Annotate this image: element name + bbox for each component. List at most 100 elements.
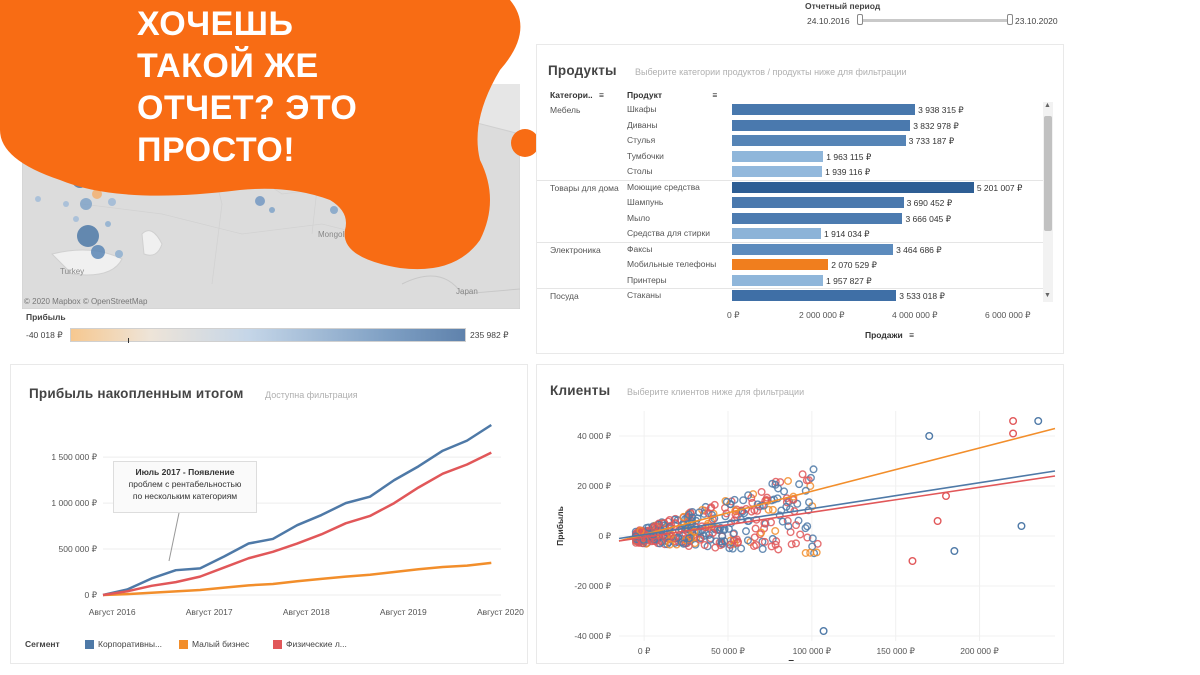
sort-icon[interactable]: ≡ [909, 330, 915, 340]
category-label[interactable]: Посуда [550, 291, 579, 301]
map-bubble [77, 225, 99, 247]
client-point [793, 499, 802, 508]
product-bar[interactable] [732, 259, 829, 270]
product-label[interactable]: Мобильные телефоны [627, 259, 717, 269]
client-point [809, 465, 818, 474]
x-tick-label: Август 2017 [186, 607, 233, 617]
map-bubble [108, 198, 116, 206]
scroll-thumb[interactable] [1044, 116, 1052, 231]
period-filter: Отчетный период 24.10.2016 23.10.2020 [805, 0, 1075, 32]
product-bar[interactable] [732, 135, 906, 146]
product-label[interactable]: Средства для стирки [627, 228, 710, 238]
category-separator [537, 288, 1043, 289]
product-label[interactable]: Шампунь [627, 197, 664, 207]
map-bubble [255, 196, 265, 206]
product-label[interactable]: Столы [627, 166, 653, 176]
col-category-header[interactable]: Категори.. ≡ [550, 90, 604, 100]
scroll-down-icon[interactable]: ▼ [1044, 292, 1051, 299]
product-bar[interactable] [732, 119, 911, 131]
series-line [102, 451, 492, 597]
client-point [729, 529, 738, 538]
product-label[interactable]: Моющие средства [627, 181, 700, 192]
product-label[interactable]: Стулья [627, 135, 656, 145]
annotation-box: Июль 2017 - Появление проблем с рентабел… [113, 461, 257, 513]
client-point [742, 527, 751, 536]
series-line [102, 423, 492, 597]
client-point [655, 539, 664, 548]
scroll-up-icon[interactable]: ▲ [1044, 102, 1051, 109]
category-label[interactable]: Электроника [550, 244, 601, 255]
y-tick-label: -40 000 ₽ [574, 631, 611, 641]
product-label[interactable]: Мыло [627, 212, 650, 223]
products-scrollbar[interactable]: ▲ ▼ [1043, 102, 1053, 302]
x-tick-label: Август 2019 [380, 607, 427, 617]
category-label[interactable]: Товары для дома [550, 182, 619, 193]
product-bar[interactable] [732, 104, 916, 115]
client-point [798, 470, 807, 479]
x-tick-label: 0 ₽ [638, 646, 651, 656]
product-bar[interactable] [732, 197, 904, 208]
client-point [724, 524, 733, 533]
product-value-label: 3 733 187 ₽ [908, 136, 955, 146]
product-label[interactable]: Шкафы [627, 104, 657, 114]
promo-line-1: ХОЧЕШЬ [137, 5, 294, 43]
product-label[interactable]: Диваны [627, 119, 658, 130]
product-bar[interactable] [732, 290, 897, 301]
client-point [796, 530, 805, 539]
product-value-label: 3 938 315 ₽ [918, 105, 964, 115]
period-handle-end[interactable] [1007, 14, 1013, 25]
segment-legend: Сегмент Корпоративны... Малый бизнес Физ… [25, 639, 505, 653]
client-point [784, 522, 793, 531]
annotation-line-1: Июль 2017 - Появление [135, 467, 235, 477]
category-label[interactable]: Мебель [550, 105, 581, 115]
client-point [744, 491, 753, 500]
client-point [733, 538, 742, 547]
product-label[interactable]: Стаканы [627, 290, 662, 300]
client-point [782, 502, 791, 511]
client-point [738, 507, 747, 516]
client-point [726, 540, 735, 549]
legend-title: Сегмент [25, 639, 60, 649]
legend-swatch-individuals[interactable] [273, 640, 282, 649]
product-value-label: 1 963 115 ₽ [826, 151, 872, 162]
legend-swatch-corporate[interactable] [85, 640, 94, 649]
map-bubble [63, 201, 69, 207]
client-point [760, 537, 769, 546]
clients-chart[interactable]: 40 000 ₽ 20 000 ₽ 0 ₽ -20 000 ₽ -40 000 ₽ 0 ₽… [537, 401, 1065, 661]
period-handle-start[interactable] [857, 14, 863, 25]
sort-icon[interactable]: ≡ [599, 90, 605, 100]
legend-label-corporate[interactable]: Корпоративны... [98, 639, 163, 649]
promo-line-3: ОТЧЕТ? ЭТО [137, 89, 358, 127]
product-bar[interactable] [732, 181, 974, 193]
client-point [764, 505, 773, 514]
legend-swatch-small-business[interactable] [179, 640, 188, 649]
map-legend-zero-marker [128, 338, 129, 343]
product-bar[interactable] [732, 166, 823, 177]
product-bar[interactable] [732, 243, 894, 255]
y-tick-label: 500 000 ₽ [59, 544, 98, 554]
product-bar[interactable] [732, 212, 903, 224]
client-point [695, 508, 704, 517]
legend-label-individuals[interactable]: Физические л... [286, 639, 347, 649]
series-line [102, 561, 492, 597]
product-label[interactable]: Тумбочки [627, 150, 664, 161]
client-point [773, 494, 782, 503]
product-label[interactable]: Факсы [627, 243, 653, 254]
client-point [670, 515, 679, 524]
cumulative-title: Прибыль накопленным итогом [29, 386, 244, 401]
product-bar[interactable] [732, 228, 821, 239]
sort-icon[interactable]: ≡ [712, 90, 718, 100]
cumulative-hint: Доступна фильтрация [265, 390, 358, 400]
client-point [942, 491, 951, 500]
col-product-header[interactable]: Продукт ≡ [627, 90, 717, 100]
client-point [801, 524, 810, 533]
period-track[interactable] [859, 19, 1011, 22]
product-bar[interactable] [732, 150, 824, 162]
client-point [774, 484, 783, 493]
products-axis-title[interactable]: Продажи ≡ [865, 330, 914, 340]
product-bar[interactable] [732, 274, 824, 286]
cumulative-chart[interactable]: 0 ₽ 500 000 ₽ 1 000 000 ₽ 1 500 000 ₽ Август… [11, 405, 529, 645]
product-label[interactable]: Принтеры [627, 274, 667, 285]
y-tick-label: -20 000 ₽ [574, 581, 611, 591]
legend-label-small-business[interactable]: Малый бизнес [192, 639, 250, 649]
